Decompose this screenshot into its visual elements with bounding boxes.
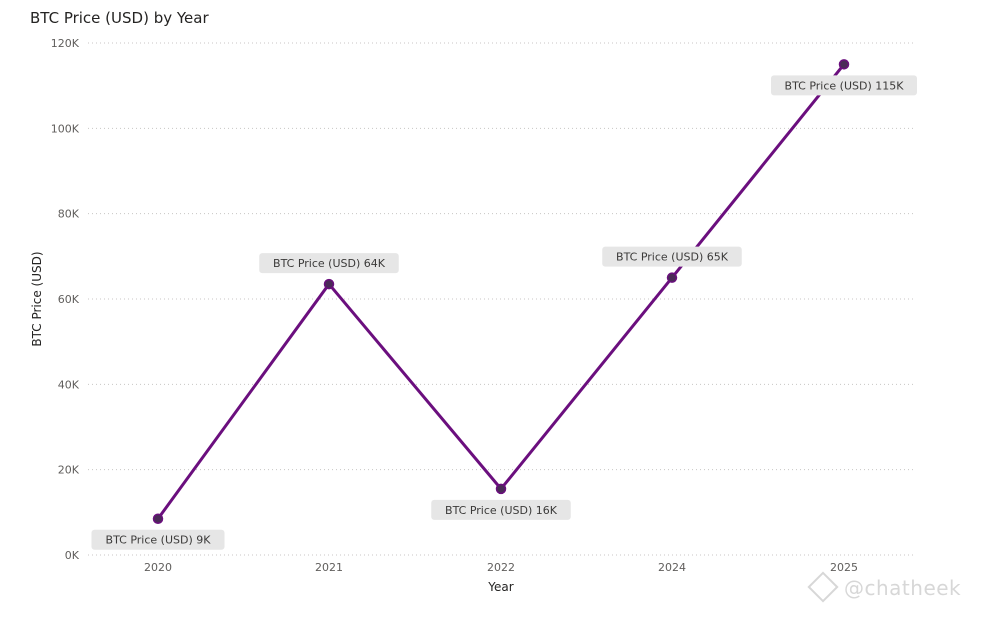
data-label: BTC Price (USD) 9K (91, 529, 225, 550)
data-label: BTC Price (USD) 16K (431, 499, 571, 520)
data-markers (152, 59, 850, 524)
data-point[interactable] (323, 278, 335, 290)
data-label-background (259, 253, 399, 274)
y-tick-label: 80K (58, 208, 80, 221)
data-label: BTC Price (USD) 64K (259, 253, 399, 274)
data-point[interactable] (152, 513, 164, 524)
diamond-logo-icon (807, 571, 839, 603)
data-label-background (771, 75, 917, 96)
y-tick-label: 20K (58, 464, 80, 477)
watermark: @chatheek (807, 571, 962, 603)
x-tick-label: 2022 (487, 561, 515, 574)
x-tick-label: 2025 (830, 561, 858, 574)
data-label-text: BTC Price (USD) 115K (785, 79, 905, 92)
watermark-text: @chatheek (844, 576, 962, 600)
data-point[interactable] (666, 272, 678, 283)
y-tick-label: 100K (51, 122, 80, 135)
x-tick-labels: 2020 2021 2022 2024 2025 (144, 561, 858, 574)
x-axis-label: Year (487, 580, 513, 594)
series-line (156, 63, 846, 520)
data-label-background (602, 246, 742, 267)
y-tick-label: 0K (65, 549, 80, 562)
data-label-text: BTC Price (USD) 16K (445, 504, 558, 517)
data-point[interactable] (838, 59, 850, 70)
y-tick-label: 120K (51, 37, 80, 50)
data-label-text: BTC Price (USD) 65K (616, 251, 729, 264)
data-label-text: BTC Price (USD) 9K (106, 534, 212, 547)
chart-title: BTC Price (USD) by Year (30, 9, 209, 27)
data-label: BTC Price (USD) 115K (771, 75, 917, 96)
data-point[interactable] (495, 483, 507, 495)
data-label: BTC Price (USD) 65K (602, 246, 742, 267)
grid-lines (88, 42, 915, 556)
y-axis-label: BTC Price (USD) (30, 251, 44, 346)
x-tick-label: 2020 (144, 561, 172, 574)
data-label-background (431, 499, 571, 520)
data-label-text: BTC Price (USD) 64K (273, 257, 386, 270)
y-tick-label: 40K (58, 378, 80, 391)
x-tick-label: 2021 (315, 561, 343, 574)
data-labels: BTC Price (USD) 9K BTC Price (USD) 64K BTC… (91, 75, 917, 550)
data-label-background (91, 529, 225, 550)
y-tick-labels: 0K 20K 40K 60K 80K 100K 120K (51, 37, 80, 562)
y-tick-label: 60K (58, 293, 80, 306)
x-tick-label: 2024 (658, 561, 686, 574)
